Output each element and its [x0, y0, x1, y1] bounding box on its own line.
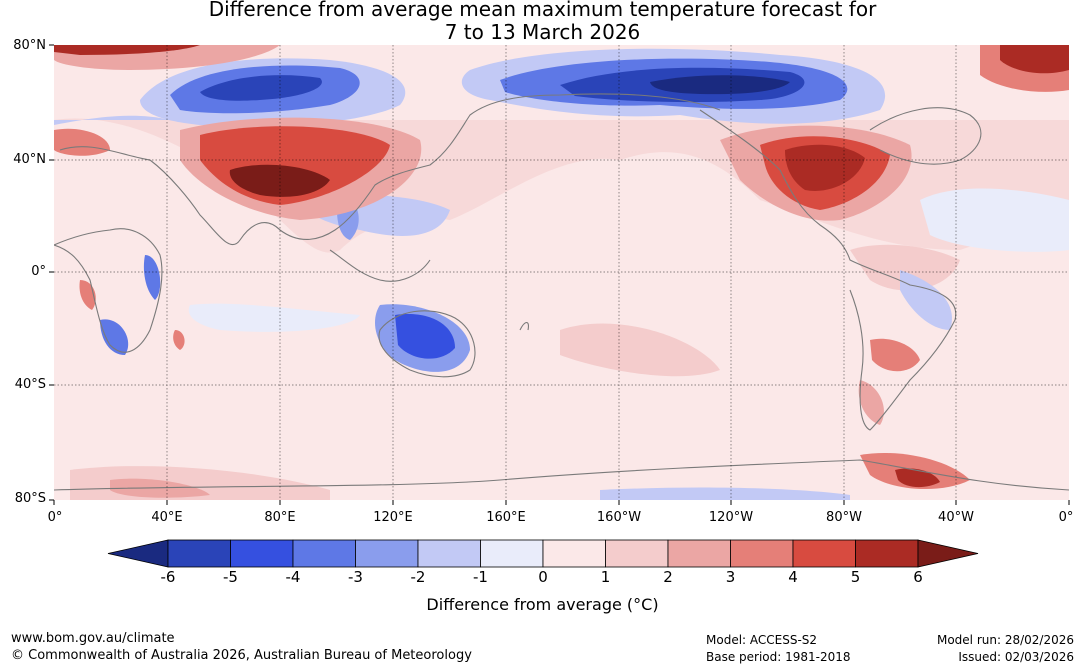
anomaly-warm-atlantic — [850, 244, 960, 291]
lon-label-160e: 160°E — [486, 510, 526, 525]
anomaly-warm-pacific — [560, 323, 720, 377]
colorbar-tick-label: -3 — [348, 568, 363, 586]
colorbar-tick-label: 4 — [788, 568, 798, 586]
colorbar-extend-low — [107, 539, 169, 568]
colorbar-tick-label: -5 — [223, 568, 238, 586]
colorbar-band — [605, 539, 669, 568]
coastline-maritime-continent — [329, 249, 431, 282]
colorbar-band — [730, 539, 794, 568]
anomaly-warm-europe — [54, 128, 110, 156]
anomaly-warm-patagonia — [858, 380, 884, 425]
anomaly-warm-south-america — [870, 338, 920, 372]
lon-label-120w: 120°W — [708, 510, 754, 525]
colorbar — [107, 539, 979, 568]
coastline-americas — [699, 109, 957, 431]
colorbar-tick-label: 1 — [600, 568, 611, 586]
lon-label-40w: 40°W — [938, 510, 974, 525]
coastline-eurasia-south — [59, 93, 721, 246]
graticule — [54, 45, 1069, 500]
map-title-line1: Difference from average mean maximum tem… — [208, 0, 877, 21]
footer-copyright: © Commonwealth of Australia 2026, Austra… — [11, 648, 472, 663]
colorbar-band — [292, 539, 356, 568]
anomaly-cool-siberia-core — [200, 75, 322, 101]
colorbar-band — [855, 539, 919, 568]
axis-ticks — [49, 44, 1070, 505]
anomaly-warm-arctic-europe-core — [54, 45, 200, 55]
coastline-africa — [54, 228, 163, 353]
colorbar-tick-label: 6 — [913, 568, 923, 586]
footer-model: Model: ACCESS-S2 — [706, 633, 818, 647]
coastline-new-zealand — [519, 321, 529, 331]
colorbar-tick-label: 0 — [538, 568, 548, 586]
colorbar-band — [542, 539, 606, 568]
anomaly-warm-greenland-core — [1000, 45, 1069, 74]
anomaly-warm-madagascar — [173, 330, 185, 350]
colorbar-tick-label: 2 — [663, 568, 673, 586]
colorbar-band — [480, 539, 544, 568]
anomaly-cool-indian-ocean — [188, 303, 360, 332]
coastlines — [54, 93, 1069, 491]
lon-label-120e: 120°E — [373, 510, 413, 525]
anomaly-cool-east-africa — [143, 255, 161, 300]
lon-label-80w: 80°W — [826, 510, 862, 525]
footer-issued: Issued: 02/03/2026 — [958, 650, 1074, 664]
colorbar-band — [417, 539, 481, 568]
anomaly-cool-edge — [54, 115, 170, 125]
lat-label-equator: 0° — [31, 264, 46, 279]
anomaly-cool-north-atlantic — [920, 188, 1069, 252]
colorbar-band — [792, 539, 856, 568]
anomaly-warm-asia-core — [229, 164, 330, 197]
colorbar-band — [230, 539, 294, 568]
anomaly-warm-north-america-core — [785, 144, 865, 191]
colorbar-tick-label: -6 — [160, 568, 176, 586]
lon-label-80e: 80°E — [264, 510, 296, 525]
coastline-greenland-canada — [869, 107, 982, 165]
footer-url[interactable]: www.bom.gov.au/climate — [11, 631, 175, 646]
colorbar-tick-label: 5 — [850, 568, 861, 586]
colorbar-tick-label: -2 — [410, 568, 426, 586]
colorbar-tick-label: -4 — [285, 568, 301, 586]
coastline-australia — [378, 310, 476, 378]
colorbar-band — [667, 539, 731, 568]
anomaly-field — [54, 45, 1069, 500]
lat-label-40s: 40°S — [14, 377, 46, 392]
anomaly-cool-australia-core — [395, 314, 455, 359]
colorbar-band — [355, 539, 419, 568]
colorbar-tick-label: -1 — [473, 568, 488, 586]
lat-label-80n: 80°N — [13, 38, 46, 53]
map-title-line2: 7 to 13 March 2026 — [444, 20, 641, 44]
colorbar-band — [167, 539, 231, 568]
colorbar-extend-high — [917, 539, 979, 568]
lat-label-40n: 40°N — [13, 152, 46, 167]
anomaly-cool-southern-africa — [100, 319, 129, 355]
colorbar-title: Difference from average (°C) — [426, 595, 659, 614]
anomaly-cool-arctic-darkest — [650, 75, 790, 95]
lon-label-40e: 40°E — [151, 510, 183, 525]
lon-label-0-east: 0° — [1058, 510, 1074, 525]
lon-label-160w: 160°W — [596, 510, 642, 525]
lon-label-0-west: 0° — [47, 510, 63, 525]
coastline-antarctica — [54, 459, 1069, 491]
lat-label-80s: 80°S — [14, 491, 46, 506]
anomaly-cool-antarctic-coast — [600, 487, 850, 500]
footer-base-period: Base period: 1981-2018 — [706, 650, 851, 664]
footer-model-run: Model run: 28/02/2026 — [936, 633, 1074, 647]
colorbar-tick-label: 3 — [725, 568, 736, 586]
